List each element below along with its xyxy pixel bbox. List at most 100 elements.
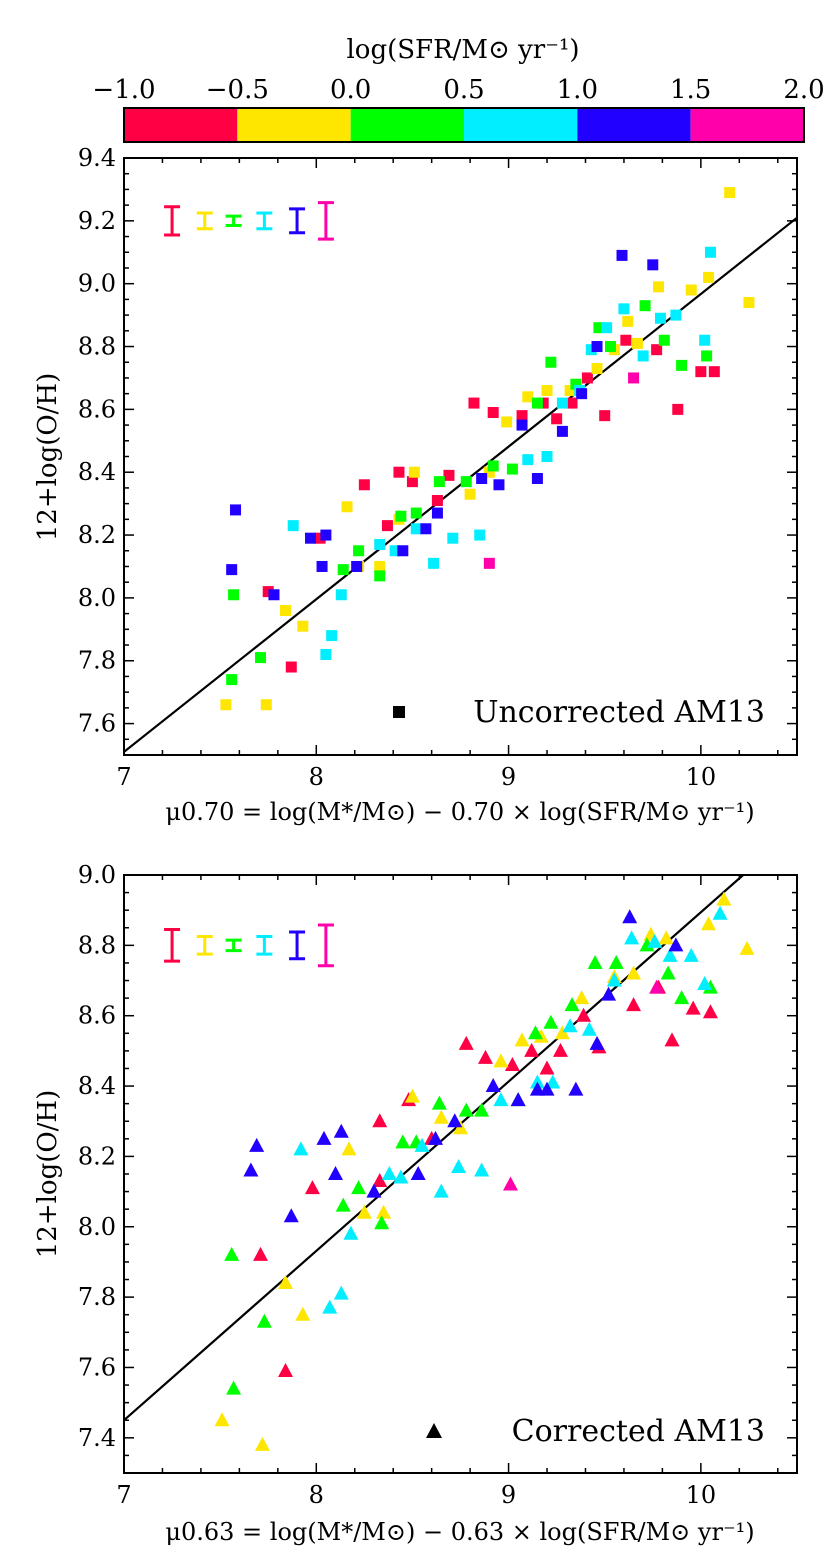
y-tick-label: 8.8 <box>78 931 116 959</box>
data-point <box>256 1313 272 1328</box>
data-point <box>328 1166 344 1180</box>
data-point <box>287 520 299 532</box>
data-point <box>262 586 274 598</box>
series-1.5 to 2.0 <box>483 372 640 569</box>
data-point <box>576 388 588 400</box>
data-point <box>527 1025 543 1040</box>
data-point <box>585 344 597 356</box>
data-point <box>591 341 603 353</box>
y-tick-label: 7.6 <box>78 710 116 738</box>
legend-marker-corrected <box>426 1423 442 1438</box>
colorbar-tick-label: −0.5 <box>206 75 269 105</box>
colorbar-bin-3 <box>464 108 578 142</box>
plot-frame-corrected <box>123 874 798 1474</box>
data-point <box>322 1299 338 1314</box>
data-point <box>649 979 665 994</box>
data-point <box>404 1088 420 1103</box>
error-bar <box>289 207 306 235</box>
data-point <box>668 937 684 952</box>
data-point <box>601 322 613 334</box>
data-point <box>685 284 697 296</box>
y-tick-label: 8.4 <box>78 458 116 486</box>
data-point <box>591 363 603 375</box>
colorbar-tick-label: −1.0 <box>92 75 155 105</box>
data-point <box>366 1183 382 1198</box>
data-point <box>483 557 495 569</box>
data-point <box>458 1035 474 1050</box>
data-point <box>576 1007 592 1022</box>
data-point <box>502 1176 518 1191</box>
data-point <box>541 451 553 462</box>
data-point <box>702 979 718 994</box>
colorbar-tick-label: 1.5 <box>670 75 711 105</box>
data-point <box>226 1380 242 1395</box>
data-point <box>626 997 642 1012</box>
data-point <box>326 630 338 642</box>
series--1.0 to -0.5 <box>253 979 718 1377</box>
plot-area-corrected <box>123 874 755 1451</box>
data-point <box>431 494 443 506</box>
data-point <box>516 410 528 422</box>
y-tick-label: 9.0 <box>78 270 116 298</box>
x-tick-label: 9 <box>501 763 516 791</box>
data-point <box>335 589 347 601</box>
data-point <box>433 476 445 488</box>
data-point <box>664 1032 680 1047</box>
data-point <box>353 545 365 557</box>
y-tick-label: 7.4 <box>78 1424 116 1452</box>
axis-ticks-uncorrected: 7 8 9 10 7.6 7.8 8.0 8.2 8.4 8.6 8.8 9.0 9.2 9.4 <box>78 144 797 791</box>
data-point <box>529 1081 545 1096</box>
data-point <box>460 476 472 488</box>
data-point <box>658 930 674 945</box>
data-point <box>316 560 328 572</box>
colorbar: log(SFR/M⊙ yr⁻¹) −1.0 −0.5 0.0 0.5 1.0 1.5 2.0 <box>92 35 825 143</box>
data-point <box>589 1035 605 1050</box>
data-point <box>551 413 563 425</box>
y-tick-label: 8.6 <box>78 1002 116 1030</box>
data-point <box>283 1208 299 1223</box>
legend-label-corrected: Corrected AM13 <box>512 1414 765 1449</box>
data-point <box>556 425 568 437</box>
axis-ticks-corrected: 7 8 9 10 7.4 7.6 7.8 8.0 8.2 8.4 8.6 8.8 9.0 <box>78 861 797 1509</box>
x-tick-label: 7 <box>116 1481 131 1509</box>
data-point <box>464 488 476 500</box>
data-point <box>524 1042 540 1057</box>
data-point <box>420 523 432 535</box>
data-point <box>243 1162 259 1177</box>
legend-marker-uncorrected <box>393 706 405 718</box>
data-point <box>433 1109 449 1124</box>
colorbar-bin-2 <box>350 108 464 142</box>
data-point <box>622 909 638 924</box>
colorbar-bin-5 <box>690 108 804 142</box>
data-point <box>214 1412 230 1427</box>
data-point <box>268 589 280 601</box>
data-point <box>410 1166 426 1180</box>
data-point <box>447 1113 463 1128</box>
data-point <box>647 259 659 271</box>
y-tick-label: 9.4 <box>78 144 116 172</box>
data-point <box>376 1204 392 1219</box>
x-axis-label-corrected: μ0.63 = log(M*/M⊙) − 0.63 × log(SFR/M⊙ y… <box>165 1518 754 1546</box>
data-point <box>333 1285 349 1300</box>
data-point <box>314 532 326 544</box>
data-point <box>539 1060 555 1075</box>
data-point <box>458 1102 474 1117</box>
data-point <box>305 532 317 544</box>
data-point <box>351 1180 367 1195</box>
series-0.0 to 0.5 <box>224 937 718 1395</box>
data-point <box>381 1166 397 1180</box>
data-point <box>554 1025 570 1040</box>
data-point <box>381 520 393 532</box>
series-1.0 to 1.5 <box>243 909 684 1223</box>
data-point <box>260 699 272 711</box>
series--0.5 to 0.0 <box>214 891 755 1451</box>
y-axis-label-uncorrected: 12+log(O/H) <box>33 373 63 542</box>
data-point <box>483 466 495 478</box>
data-point <box>529 1074 545 1089</box>
data-point <box>587 954 603 969</box>
data-point <box>624 930 640 945</box>
data-point <box>568 1081 584 1096</box>
colorbar-tick-label: 0.5 <box>443 75 484 105</box>
data-point <box>628 372 640 384</box>
data-point <box>297 620 309 632</box>
